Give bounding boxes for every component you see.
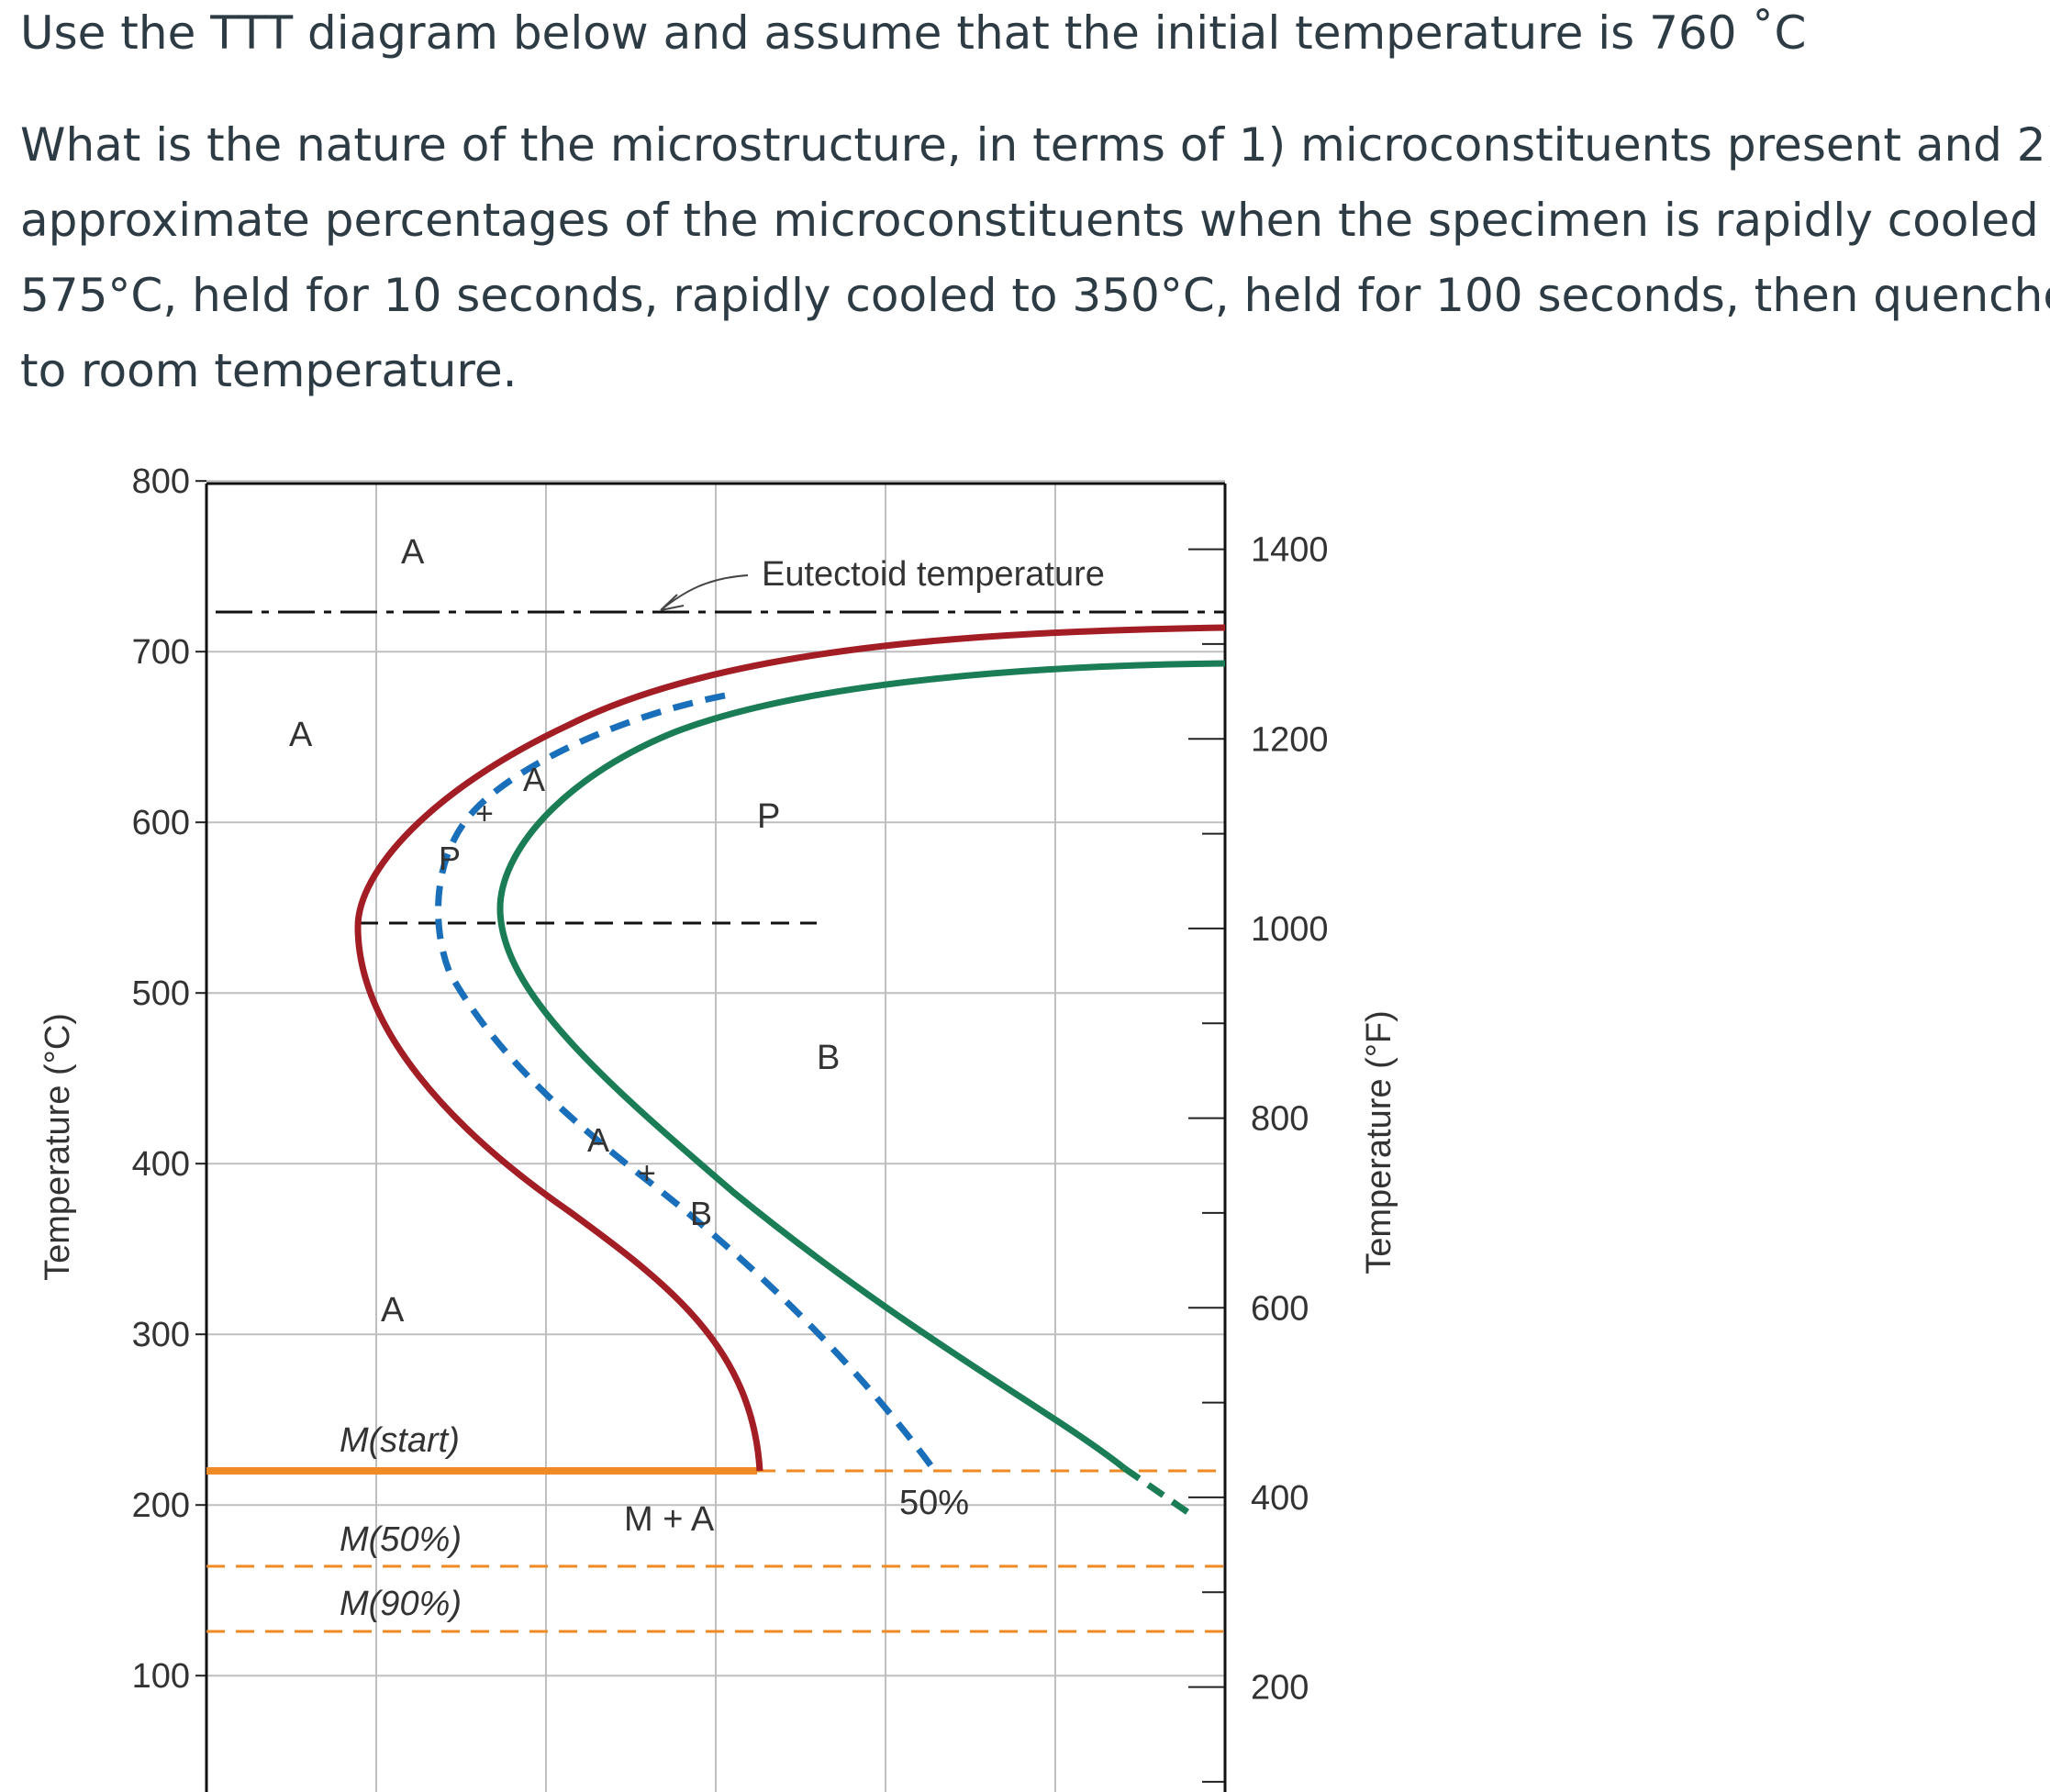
y-tick-label-left: 500 [132,974,190,1013]
mix-ab-b: B [690,1195,712,1232]
y-tick-label-right: 200 [1251,1669,1309,1708]
fifty-percent-curve [435,692,934,1469]
mix-ab-a: A [587,1121,609,1159]
question-instruction: Use the TTT diagram below and assume tha… [20,6,1807,60]
chart-ticks: 800 700 600 500 400 300 200 100 200 400 600 800 1000… [132,462,1329,1707]
eutectoid-label: Eutectoid temperature [762,555,1105,594]
mix-ap-p: P [439,840,461,877]
mix-ap-plus: + [475,796,494,831]
m-90-label: M(90%) [340,1585,462,1623]
m-50-label: M(50%) [340,1520,462,1559]
region-p: P [757,797,780,836]
question-line-2: approximate percentages of the microcons… [20,194,2050,247]
question-line-3: 575°C, held for 10 seconds, rapidly cool… [20,269,2050,322]
eutectoid-arrow [660,574,749,611]
m-start-label: M(start) [340,1421,460,1460]
y-tick-label-right: 1000 [1251,910,1329,949]
finish-curve-dashed [1122,1465,1195,1519]
y-tick-label-left: 200 [132,1486,190,1525]
y-tick-label-left: 400 [132,1145,190,1184]
y-axis-label-right: Temperature (°F) [1360,1010,1398,1274]
y-tick-label-left: 700 [132,633,190,672]
m-plus-a-label: M + A [624,1500,715,1539]
question-line-1: What is the nature of the microstructure… [20,118,2050,172]
question-body: What is the nature of the microstructure… [20,107,2050,408]
y-tick-label-right: 400 [1251,1479,1309,1518]
fifty-percent-label: 50% [899,1484,969,1522]
finish-curve [496,660,1226,1471]
y-tick-label-left: 800 [132,462,190,501]
y-tick-label-left: 100 [132,1657,190,1696]
y-tick-label-left: 600 [132,804,190,842]
start-curve [354,624,1226,1472]
y-tick-label-right: 600 [1251,1289,1309,1328]
region-b: B [817,1039,840,1077]
question-line-4: to room temperature. [20,344,518,397]
y-tick-label-right: 1200 [1251,720,1329,759]
y-axis-label-left: Temperature (°C) [39,1013,77,1281]
region-a-low: A [381,1291,405,1330]
ttt-diagram: 800 700 600 500 400 300 200 100 200 400 600 800 1000… [39,462,1398,1792]
y-tick-label-left: 300 [132,1316,190,1354]
chart-grid [195,480,1227,1792]
y-tick-label-right: 1400 [1251,531,1329,570]
region-a-left: A [289,716,313,754]
mix-ap-a: A [523,761,545,798]
mix-ab-plus: + [638,1156,656,1191]
y-tick-label-right: 800 [1251,1100,1309,1139]
region-a-top: A [401,533,425,572]
